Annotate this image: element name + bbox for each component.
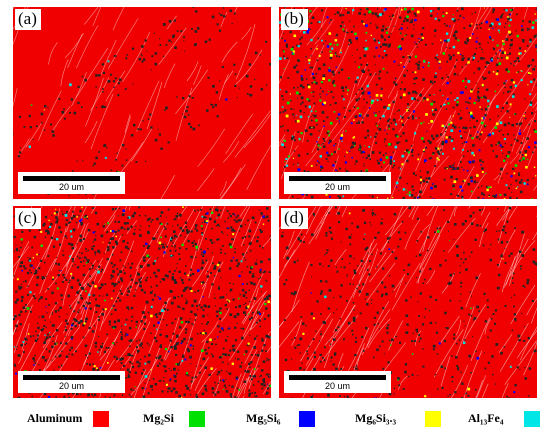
micrograph-d (279, 206, 537, 398)
legend-label-mg5si6: Mg₅Si₆ (246, 411, 281, 425)
panel-c: (c) 20 um (13, 206, 271, 398)
panel-label-a: (a) (15, 9, 41, 30)
legend-label-al13fe4: Al₁₃Fe₄ (468, 411, 504, 425)
scale-bar-text-c: 20 um (58, 381, 84, 391)
legend-swatch-mg5si6 (299, 411, 315, 427)
scale-bar-text-b: 20 um (324, 182, 350, 192)
scale-bar-line-c (23, 375, 120, 380)
panel-label-d: (d) (281, 208, 308, 229)
scale-bar-c: 20 um (18, 371, 125, 393)
scale-bar-line-d (289, 375, 386, 380)
panel-b: (b) 20 um (279, 7, 537, 199)
panel-label-b: (b) (281, 9, 308, 30)
panel-label-c: (c) (15, 208, 41, 229)
scale-bar-b: 20 um (284, 172, 391, 194)
scale-bar-a: 20 um (18, 172, 125, 194)
scale-bar-text-d: 20 um (324, 381, 350, 391)
legend-swatch-mg6si33 (425, 411, 441, 427)
legend-swatch-aluminum (93, 411, 109, 427)
panel-d: (d) 20 um (279, 206, 537, 398)
legend-swatch-al13fe4 (524, 411, 540, 427)
legend-label-mg6si33: Mg₆Si₃.₃ (355, 411, 397, 425)
phase-legend: Aluminum Mg₂Si Mg₅Si₆ Mg₆Si₃.₃ Al₁₃Fe₄ (0, 403, 550, 437)
scale-bar-text-a: 20 um (58, 182, 84, 192)
legend-swatch-mg2si (189, 411, 205, 427)
micrograph-c (13, 206, 271, 398)
scale-bar-line-a (23, 176, 120, 181)
legend-label-aluminum: Aluminum (27, 411, 83, 425)
micrograph-a (13, 7, 271, 199)
scale-bar-line-b (289, 176, 386, 181)
micrograph-b (279, 7, 537, 199)
scale-bar-d: 20 um (284, 371, 391, 393)
legend-label-mg2si: Mg₂Si (143, 411, 174, 425)
panel-a: (a) 20 um (13, 7, 271, 199)
